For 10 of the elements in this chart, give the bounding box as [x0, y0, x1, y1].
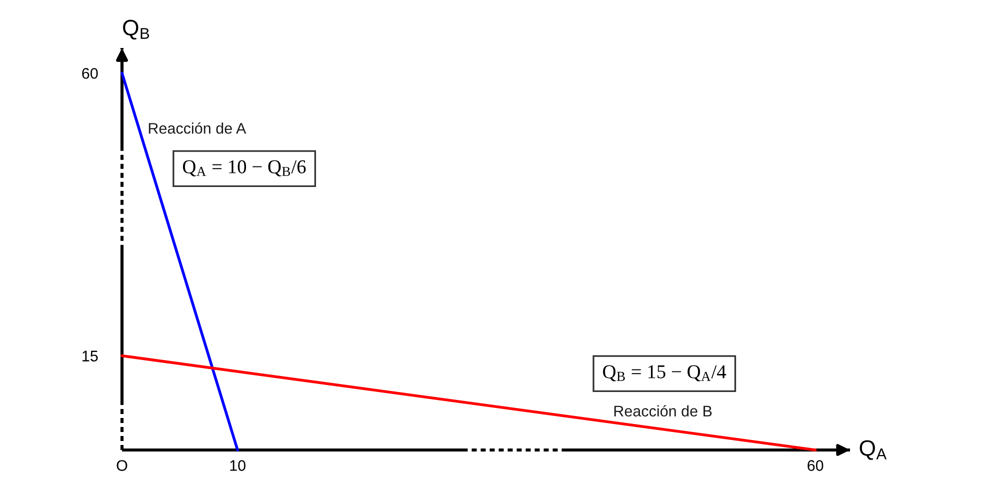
y-axis-title: Q$_{B}$ [123, 20, 150, 40]
x-tick-label: 10 [230, 460, 246, 471]
annotation: Q$_{A}$ = 10 − Q$_{B}$/6 [182, 160, 306, 176]
x-axis-title: Q$_{A}$ [860, 440, 887, 460]
series-label: Reacción de A [148, 122, 246, 134]
y-tick-label: 15 [82, 350, 98, 362]
x-tick-label: O [116, 460, 128, 471]
series-label: Reacción de B [614, 405, 712, 417]
annotation: Q$_{B}$ = 15 − Q$_{A}$/4 [603, 365, 726, 382]
x-tick-label: 60 [808, 460, 824, 471]
